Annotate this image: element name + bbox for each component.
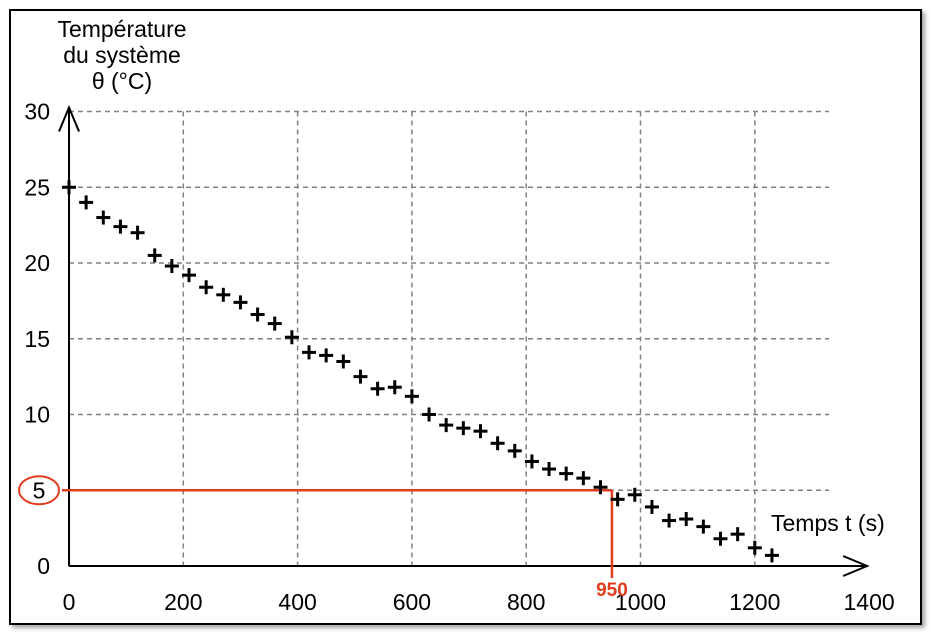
data-point [353, 369, 368, 384]
data-point [284, 330, 299, 345]
annotation-circle [18, 475, 60, 506]
data-point [507, 443, 522, 458]
grid [69, 110, 830, 566]
data-point [404, 389, 419, 404]
data-point [696, 519, 711, 534]
x-tick-label: 0 [63, 589, 76, 615]
x-tick-label: 200 [164, 589, 202, 615]
y-tick-label: 30 [24, 99, 50, 125]
data-point [730, 527, 745, 542]
data-point [473, 424, 488, 439]
data-point [490, 436, 505, 451]
data-point [79, 195, 94, 210]
data-point [439, 418, 454, 433]
data-point [147, 248, 162, 263]
data-point [713, 531, 728, 546]
annotation-x-label: 950 [596, 580, 628, 601]
y-axis-arrow [58, 104, 80, 132]
x-tick-label: 800 [507, 589, 545, 615]
data-point [336, 354, 351, 369]
data-point [130, 225, 145, 240]
data-point [662, 513, 677, 528]
data-point [216, 287, 231, 302]
y-tick-label: 25 [24, 174, 50, 200]
x-tick-label: 1400 [844, 589, 895, 615]
data-point [764, 548, 779, 563]
data-point [319, 348, 334, 363]
data-point [96, 210, 111, 225]
data-points [62, 180, 779, 563]
y-tick-label: 20 [24, 250, 50, 276]
data-point [370, 381, 385, 396]
data-point [593, 480, 608, 495]
x-axis-label: Temps t (s) [771, 510, 885, 536]
x-tick-label: 1200 [729, 589, 780, 615]
y-tick-label: 0 [37, 553, 50, 579]
x-tick-label: 600 [393, 589, 431, 615]
data-point [182, 268, 197, 283]
tick-labels: 0 5 10 15 20 25 30 0 200 400 600 800 1000 1200 1400 950 [24, 99, 894, 616]
data-point [199, 280, 214, 295]
data-point [627, 487, 642, 502]
y-axis-label: Température du système θ (°C) [22, 16, 222, 94]
y-tick-label: 15 [24, 326, 50, 352]
y-axis-label-line-2: du système [63, 42, 181, 68]
data-point [542, 462, 557, 477]
data-point [559, 466, 574, 481]
y-tick-label: 10 [24, 402, 50, 428]
y-axis-label-line-3: θ (°C) [91, 68, 153, 94]
data-point [164, 259, 179, 274]
annotation-lines [18, 475, 614, 578]
data-point [524, 454, 539, 469]
data-point [387, 380, 402, 395]
y-tick-label: 5 [33, 477, 46, 503]
data-point [422, 407, 437, 422]
data-point [747, 540, 762, 555]
data-point [679, 512, 694, 527]
y-axis-label-line-1: Température [57, 16, 187, 42]
data-point [610, 492, 625, 507]
x-tick-label: 400 [278, 589, 316, 615]
data-point [113, 219, 128, 234]
data-point [250, 307, 265, 322]
data-point [302, 345, 317, 360]
x-tick-label: 1000 [615, 589, 666, 615]
axes [58, 104, 870, 577]
data-point [62, 180, 76, 195]
data-point [456, 421, 471, 436]
x-axis-arrow [842, 555, 870, 577]
data-point [576, 471, 591, 486]
data-point [267, 316, 282, 331]
data-point [644, 499, 659, 514]
data-point [233, 295, 248, 310]
